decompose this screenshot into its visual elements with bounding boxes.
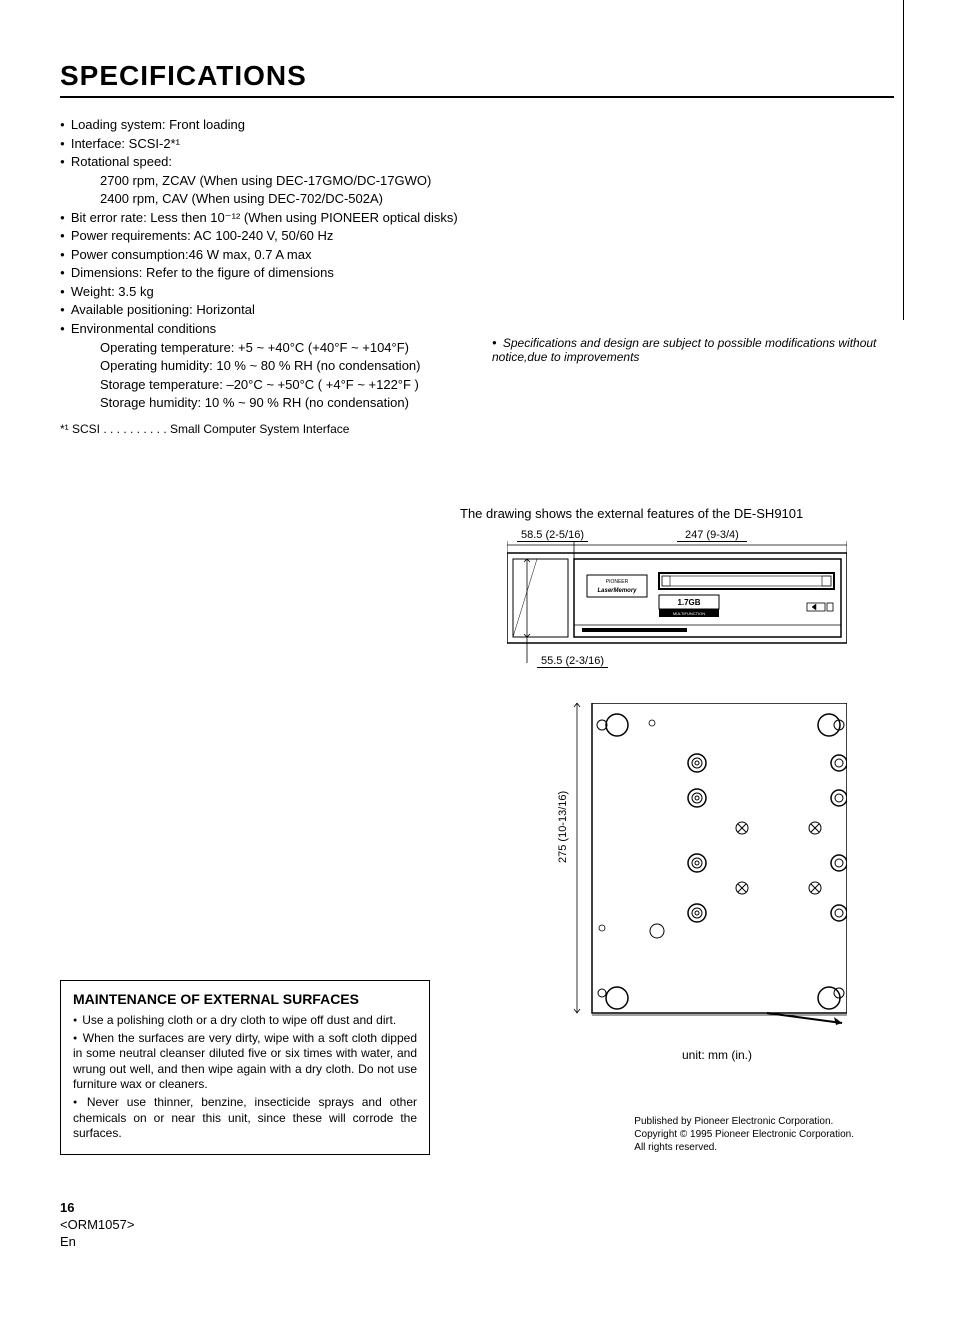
spec-item: Operating humidity: 10 % ~ 80 % RH (no c… <box>60 357 462 375</box>
modification-note: Specifications and design are subject to… <box>492 336 894 364</box>
dim-depth: 275 (10-13/16) <box>557 791 569 863</box>
document-page: SPECIFICATIONS Loading system: Front loa… <box>0 0 954 1341</box>
dim-width-left: 58.5 (2-5/16) <box>517 529 588 542</box>
publisher-l2: Copyright © 1995 Pioneer Electronic Corp… <box>634 1128 854 1141</box>
display-text: 1.7GB <box>677 598 700 607</box>
spec-item: 2700 rpm, ZCAV (When using DEC-17GMO/DC-… <box>60 172 462 190</box>
lasermemory-text: LaserMemory <box>597 588 637 594</box>
dim-height: 55.5 (2-3/16) <box>537 655 608 668</box>
publisher-l3: All rights reserved. <box>634 1141 854 1154</box>
maintenance-box: MAINTENANCE OF EXTERNAL SURFACES Use a p… <box>60 980 430 1155</box>
spec-item: Storage temperature: –20°C ~ +50°C ( +4°… <box>60 376 462 394</box>
spec-item: Rotational speed: <box>60 153 462 171</box>
spec-item: Available positioning: Horizontal <box>60 301 462 319</box>
dim-width-right: 247 (9-3/4) <box>677 529 747 542</box>
top-view-diagram: 275 (10-13/16) <box>567 703 847 1033</box>
multifunction-text: MULTIFUNCTION <box>673 611 705 616</box>
margin-rule <box>903 0 904 320</box>
lang-code: En <box>60 1234 134 1251</box>
page-title: SPECIFICATIONS <box>60 60 894 98</box>
doc-code: <ORM1057> <box>60 1217 134 1234</box>
maintenance-item: When the surfaces are very dirty, wipe w… <box>73 1031 417 1093</box>
specs-columns: Loading system: Front loadingInterface: … <box>60 116 894 436</box>
spec-item: Storage humidity: 10 % ~ 90 % RH (no con… <box>60 394 462 412</box>
diagrams: 58.5 (2-5/16) 247 (9-3/4) 55.5 (2-3/16) <box>460 533 894 1062</box>
specs-list: Loading system: Front loadingInterface: … <box>60 116 462 436</box>
maintenance-item: Never use thinner, benzine, insecticide … <box>73 1095 417 1142</box>
unit-label: unit: mm (in.) <box>682 1048 752 1062</box>
spec-item: Operating temperature: +5 ~ +40°C (+40°F… <box>60 339 462 357</box>
maintenance-heading: MAINTENANCE OF EXTERNAL SURFACES <box>73 991 417 1007</box>
drawing-caption: The drawing shows the external features … <box>460 506 894 521</box>
drawing-area: The drawing shows the external features … <box>60 506 894 1062</box>
spec-item: Environmental conditions <box>60 320 462 338</box>
specs-right-col: Specifications and design are subject to… <box>492 116 894 436</box>
page-number: 16 <box>60 1200 134 1217</box>
spec-item: 2400 rpm, CAV (When using DEC-702/DC-502… <box>60 190 462 208</box>
front-view-svg: PIONEER LaserMemory 1.7GB MULTIFUNCTION <box>507 533 847 673</box>
spec-item: Interface: SCSI-2*¹ <box>60 135 462 153</box>
spec-item: Bit error rate: Less then 10⁻¹² (When us… <box>60 209 462 227</box>
brand-text: PIONEER <box>606 579 629 585</box>
spec-item: Power consumption:46 W max, 0.7 A max <box>60 246 462 264</box>
spec-item: Loading system: Front loading <box>60 116 462 134</box>
spec-item: Power requirements: AC 100-240 V, 50/60 … <box>60 227 462 245</box>
spec-item: Dimensions: Refer to the figure of dimen… <box>60 264 462 282</box>
page-footer: 16 <ORM1057> En <box>60 1200 134 1251</box>
publisher-block: Published by Pioneer Electronic Corporat… <box>634 1115 854 1154</box>
top-view-svg <box>567 703 847 1033</box>
publisher-l1: Published by Pioneer Electronic Corporat… <box>634 1115 854 1128</box>
front-view-diagram: 58.5 (2-5/16) 247 (9-3/4) 55.5 (2-3/16) <box>507 533 847 673</box>
maintenance-item: Use a polishing cloth or a dry cloth to … <box>73 1013 417 1029</box>
spec-item: Weight: 3.5 kg <box>60 283 462 301</box>
footnote: *¹ SCSI . . . . . . . . . . Small Comput… <box>60 422 462 436</box>
